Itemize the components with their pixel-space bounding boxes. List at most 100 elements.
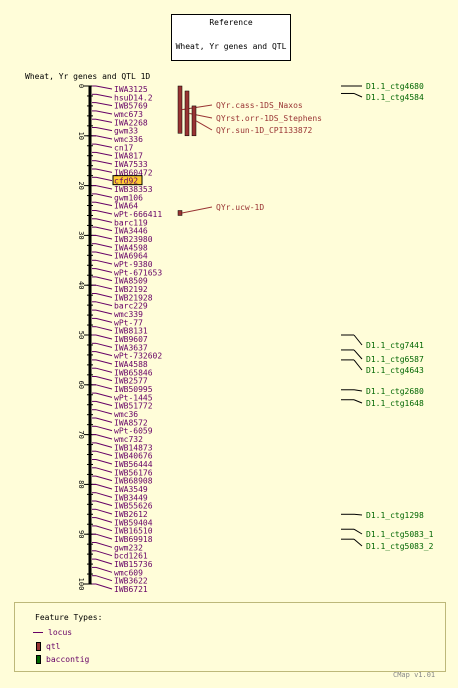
marker[interactable]: IWA4588 (92, 359, 148, 369)
baccontig-feature[interactable]: D1.1_ctg5083_1 (341, 528, 434, 539)
marker-label[interactable]: IWA4588 (114, 360, 148, 369)
marker-label[interactable]: IWA2268 (114, 118, 148, 127)
baccontig-feature[interactable]: D1.1_ctg1298 (341, 511, 424, 520)
marker-label[interactable]: IWA3125 (114, 85, 148, 94)
marker-label[interactable]: gwm106 (114, 193, 143, 202)
marker-label[interactable]: IWB59404 (114, 518, 153, 527)
marker[interactable]: IWB14873 (92, 442, 153, 452)
marker[interactable]: IWB40676 (92, 450, 153, 461)
marker[interactable]: barc119 (92, 218, 148, 227)
marker-label[interactable]: IWB2577 (114, 377, 148, 386)
marker-label[interactable]: IWB6721 (114, 585, 148, 594)
marker-label[interactable]: wmc36 (114, 410, 138, 419)
qtl-bar[interactable] (177, 85, 183, 134)
marker[interactable]: IWB38353 (92, 185, 153, 194)
marker-label[interactable]: IWA3637 (114, 343, 148, 352)
baccontig-label[interactable]: D1.1_ctg4680 (366, 82, 424, 91)
marker-label[interactable]: IWB3449 (114, 493, 148, 502)
marker-label[interactable]: IWB16510 (114, 527, 153, 536)
baccontig-feature[interactable]: D1.1_ctg4584 (341, 92, 424, 102)
marker[interactable]: wPt-732602 (92, 351, 162, 361)
baccontig-label[interactable]: D1.1_ctg4584 (366, 93, 424, 102)
marker[interactable]: wmc339 (92, 309, 143, 319)
qtl-label[interactable]: QYrst.orr-1DS_Stephens (216, 114, 322, 123)
marker-label[interactable]: wPt-732602 (114, 352, 162, 361)
baccontig-feature[interactable]: D1.1_ctg4680 (341, 82, 424, 91)
marker[interactable]: IWB59404 (92, 517, 153, 528)
map-title[interactable]: Wheat, Yr genes and QTL 1D (25, 72, 150, 81)
marker[interactable]: IWA3446 (92, 226, 148, 236)
marker[interactable]: bcd1261 (92, 550, 148, 561)
qtl-bar[interactable] (184, 90, 190, 137)
marker[interactable]: IWB6721 (92, 583, 148, 594)
baccontig-feature[interactable]: D1.1_ctg2680 (341, 387, 424, 396)
baccontig-feature[interactable]: D1.1_ctg5083_2 (341, 538, 434, 551)
qtl-label[interactable]: QYr.ucw-1D (216, 203, 264, 212)
marker-label[interactable]: IWB38353 (114, 185, 153, 194)
marker-label[interactable]: IWB21928 (114, 293, 153, 302)
marker-label[interactable]: wPt-666411 (114, 210, 162, 219)
marker[interactable]: cn17 (92, 143, 133, 152)
marker[interactable]: IWA64 (92, 202, 138, 211)
marker[interactable]: wmc732 (92, 434, 143, 444)
marker[interactable]: IWA8509 (92, 276, 148, 286)
marker[interactable]: IWB16510 (92, 525, 153, 536)
marker[interactable]: wPt-666411 (92, 210, 162, 219)
marker[interactable]: IWB9607 (92, 334, 148, 344)
marker[interactable]: IWB51772 (92, 400, 153, 411)
marker-label[interactable]: wmc339 (114, 310, 143, 319)
marker[interactable]: IWB3449 (92, 492, 148, 503)
baccontig-label[interactable]: D1.1_ctg6587 (366, 355, 424, 364)
marker[interactable]: IWA6964 (92, 251, 148, 261)
baccontig-feature[interactable]: D1.1_ctg6587 (341, 349, 424, 364)
marker-label[interactable]: IWB56176 (114, 468, 153, 477)
marker-label[interactable]: IWB69918 (114, 535, 153, 544)
marker-label[interactable]: bcd1261 (114, 552, 148, 561)
marker-label[interactable]: IWB15736 (114, 560, 153, 569)
marker[interactable]: wmc609 (92, 566, 143, 577)
marker-label[interactable]: barc119 (114, 218, 148, 227)
marker-label[interactable]: IWB2192 (114, 285, 148, 294)
marker[interactable]: IWB3622 (92, 575, 148, 586)
marker-label[interactable]: IWA3549 (114, 485, 148, 494)
marker[interactable]: IWA3549 (92, 483, 148, 494)
marker[interactable]: IWB2612 (92, 508, 148, 519)
marker[interactable]: IWB23980 (92, 234, 153, 244)
marker-label[interactable]: IWB3622 (114, 577, 148, 586)
marker[interactable]: IWB21928 (92, 293, 153, 302)
marker[interactable]: wPt-1445 (92, 392, 153, 402)
marker[interactable]: IWB68908 (92, 475, 153, 486)
marker-label[interactable]: IWA64 (114, 202, 138, 211)
qtl-label[interactable]: QYr.cass-1DS_Naxos (216, 101, 303, 110)
qtl-bar[interactable] (191, 105, 197, 137)
marker-label[interactable]: wPt-1445 (114, 393, 153, 402)
qtl-bar[interactable] (177, 210, 183, 216)
marker-label[interactable]: wPt-671653 (114, 268, 162, 277)
marker-label[interactable]: IWA7533 (114, 160, 148, 169)
marker-label[interactable]: IWB8131 (114, 327, 148, 336)
marker-label[interactable]: IWB14873 (114, 443, 153, 452)
marker[interactable]: wPt-6059 (92, 425, 153, 436)
marker-label[interactable]: IWA3446 (114, 227, 148, 236)
marker[interactable]: wmc336 (92, 135, 143, 144)
marker[interactable]: IWB69918 (92, 533, 153, 544)
marker[interactable]: IWA3125 (92, 85, 148, 94)
marker-label[interactable]: wPt-6059 (114, 427, 153, 436)
marker[interactable]: gwm232 (92, 542, 143, 553)
marker[interactable]: IWA817 (92, 152, 143, 161)
marker[interactable]: IWB56444 (92, 459, 153, 470)
marker[interactable]: cfd92 (92, 175, 143, 186)
marker[interactable]: IWB50995 (92, 384, 153, 394)
marker-label[interactable]: IWB40676 (114, 452, 153, 461)
baccontig-label[interactable]: D1.1_ctg7441 (366, 341, 424, 350)
marker-label[interactable]: IWB60472 (114, 168, 153, 177)
qtl-label[interactable]: QYr.sun-1D_CPI133872 (216, 126, 313, 135)
marker[interactable]: IWB60472 (92, 168, 153, 177)
marker-label[interactable]: wmc336 (114, 135, 143, 144)
marker[interactable]: IWB56176 (92, 467, 153, 478)
marker-label[interactable]: cfd92 (114, 177, 138, 186)
marker-label[interactable]: hsuD14.2 (114, 93, 153, 102)
qtl-feature[interactable]: QYr.sun-1D_CPI133872 (191, 105, 313, 137)
marker[interactable]: gwm106 (92, 193, 143, 202)
marker-label[interactable]: IWA817 (114, 152, 143, 161)
